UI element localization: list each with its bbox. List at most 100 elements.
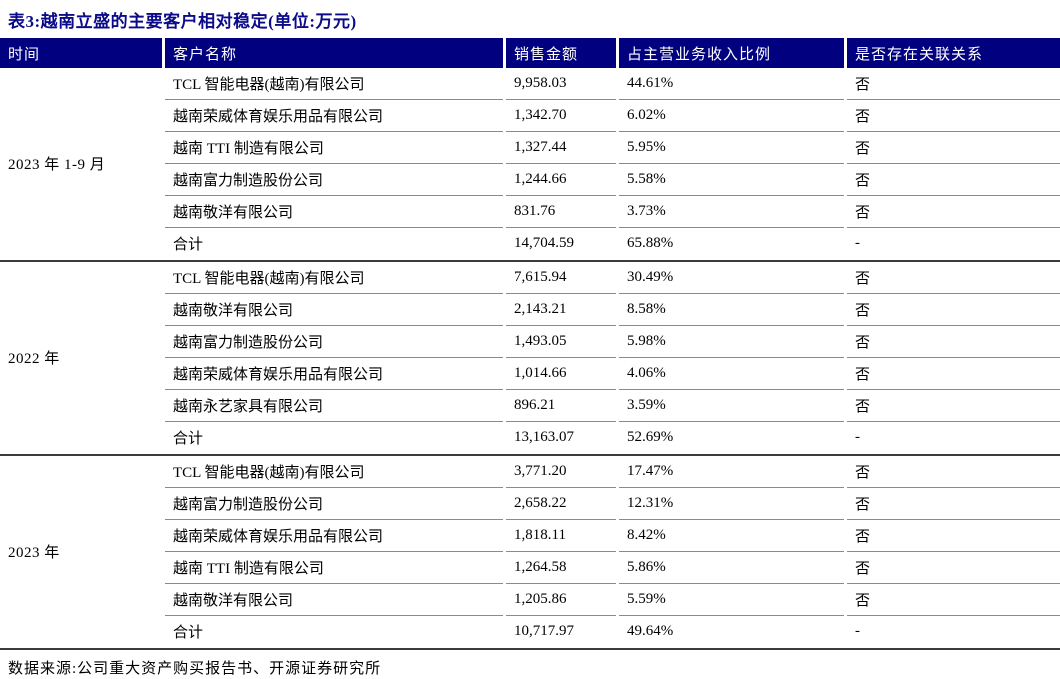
customer-cell: 越南荣威体育娱乐用品有限公司 — [165, 358, 503, 390]
separator-line — [0, 453, 1060, 456]
ratio-cell: 5.58% — [619, 164, 844, 196]
amount-cell: 1,014.66 — [506, 358, 616, 390]
separator-line — [0, 647, 1060, 650]
amount-cell: 7,615.94 — [506, 262, 616, 294]
customer-cell: 越南敬洋有限公司 — [165, 294, 503, 326]
customer-cell: 越南富力制造股份公司 — [165, 326, 503, 358]
amount-cell: 9,958.03 — [506, 68, 616, 100]
period-cell: 2022 年 — [8, 351, 60, 367]
group-separator — [0, 453, 1060, 456]
customer-cell: TCL 智能电器(越南)有限公司 — [165, 262, 503, 294]
amount-cell: 2,658.22 — [506, 488, 616, 520]
period-cell: 2023 年 — [8, 545, 60, 561]
table-row: 越南荣威体育娱乐用品有限公司 1,818.11 8.42% 否 — [0, 520, 1060, 552]
related-cell: 否 — [847, 326, 1060, 358]
table-row: 合计 10,717.97 49.64% - — [0, 616, 1060, 647]
related-cell: 否 — [847, 390, 1060, 422]
related-cell: 否 — [847, 196, 1060, 228]
customer-cell: 越南 TTI 制造有限公司 — [165, 552, 503, 584]
amount-cell: 3,771.20 — [506, 456, 616, 488]
customer-cell: TCL 智能电器(越南)有限公司 — [165, 456, 503, 488]
ratio-cell: 49.64% — [627, 623, 674, 639]
customer-cell: TCL 智能电器(越南)有限公司 — [165, 68, 503, 100]
table-row: 越南富力制造股份公司 1,244.66 5.58% 否 — [0, 164, 1060, 196]
customer-cell: 越南富力制造股份公司 — [165, 164, 503, 196]
separator-line — [0, 259, 1060, 262]
page-title: 表3:越南立盛的主要客户相对稳定(单位:万元) — [8, 12, 357, 31]
data-source-note: 数据来源:公司重大资产购买报告书、开源证券研究所 — [8, 661, 382, 677]
ratio-cell: 5.98% — [619, 326, 844, 358]
customer-cell: 越南荣威体育娱乐用品有限公司 — [165, 100, 503, 132]
customer-cell: 合计 — [173, 625, 204, 641]
amount-cell: 1,818.11 — [506, 520, 616, 552]
related-cell: 否 — [847, 294, 1060, 326]
amount-cell: 1,205.86 — [506, 584, 616, 616]
group-separator — [0, 259, 1060, 262]
amount-cell: 13,163.07 — [514, 429, 574, 445]
customer-cell: 合计 — [173, 431, 204, 447]
related-cell: 否 — [847, 456, 1060, 488]
table-row: 越南敬洋有限公司 831.76 3.73% 否 — [0, 196, 1060, 228]
table-row: 越南敬洋有限公司 2,143.21 8.58% 否 — [0, 294, 1060, 326]
amount-cell: 1,342.70 — [506, 100, 616, 132]
ratio-cell: 52.69% — [627, 429, 674, 445]
table-row: 2023 年 TCL 智能电器(越南)有限公司 3,771.20 17.47% 否 — [0, 456, 1060, 561]
related-cell: 否 — [847, 262, 1060, 294]
table-row: 越南荣威体育娱乐用品有限公司 1,342.70 6.02% 否 — [0, 100, 1060, 132]
table-row: 越南 TTI 制造有限公司 1,327.44 5.95% 否 — [0, 132, 1060, 164]
table-row: 2022 年 TCL 智能电器(越南)有限公司 7,615.94 30.49% 否 — [0, 262, 1060, 367]
table-row: 越南 TTI 制造有限公司 1,264.58 5.86% 否 — [0, 552, 1060, 584]
related-cell: 否 — [847, 100, 1060, 132]
ratio-cell: 12.31% — [619, 488, 844, 520]
amount-cell: 831.76 — [506, 196, 616, 228]
related-cell: - — [855, 235, 860, 251]
related-cell: 否 — [847, 358, 1060, 390]
table-row: 合计 13,163.07 52.69% - — [0, 422, 1060, 453]
ratio-cell: 44.61% — [619, 68, 844, 100]
related-cell: 否 — [847, 68, 1060, 100]
table-row: 越南荣威体育娱乐用品有限公司 1,014.66 4.06% 否 — [0, 358, 1060, 390]
customer-cell: 合计 — [173, 237, 204, 253]
amount-cell: 1,327.44 — [506, 132, 616, 164]
ratio-cell: 5.95% — [619, 132, 844, 164]
period-cell: 2023 年 1-9 月 — [8, 157, 106, 173]
ratio-cell: 6.02% — [619, 100, 844, 132]
column-header-ratio: 占主营业务收入比例 — [619, 38, 844, 68]
amount-cell: 1,264.58 — [506, 552, 616, 584]
table-row: 越南永艺家具有限公司 896.21 3.59% 否 — [0, 390, 1060, 422]
table-row: 2023 年 1-9 月 TCL 智能电器(越南)有限公司 9,958.03 44.6… — [0, 68, 1060, 173]
ratio-cell: 3.59% — [619, 390, 844, 422]
amount-cell: 14,704.59 — [514, 235, 574, 251]
related-cell: 否 — [847, 164, 1060, 196]
column-header-customer: 客户名称 — [165, 38, 503, 68]
amount-cell: 2,143.21 — [506, 294, 616, 326]
table-row: 越南敬洋有限公司 1,205.86 5.59% 否 — [0, 584, 1060, 616]
related-cell: 否 — [847, 488, 1060, 520]
table-row: 越南富力制造股份公司 2,658.22 12.31% 否 — [0, 488, 1060, 520]
amount-cell: 1,244.66 — [506, 164, 616, 196]
table-header-row: 时间 客户名称 销售金额 占主营业务收入比例 是否存在关联关系 — [0, 38, 1060, 68]
ratio-cell: 65.88% — [627, 235, 674, 251]
related-cell: 否 — [847, 584, 1060, 616]
column-header-amount: 销售金额 — [506, 38, 616, 68]
ratio-cell: 8.58% — [619, 294, 844, 326]
table-body: 2023 年 1-9 月 TCL 智能电器(越南)有限公司 9,958.03 44.6… — [0, 68, 1060, 650]
customer-cell: 越南 TTI 制造有限公司 — [165, 132, 503, 164]
amount-cell: 1,493.05 — [506, 326, 616, 358]
ratio-cell: 30.49% — [619, 262, 844, 294]
column-header-time: 时间 — [0, 38, 162, 68]
customer-cell: 越南永艺家具有限公司 — [165, 390, 503, 422]
customer-cell: 越南富力制造股份公司 — [165, 488, 503, 520]
ratio-cell: 5.86% — [619, 552, 844, 584]
related-cell: - — [855, 623, 860, 639]
ratio-cell: 8.42% — [619, 520, 844, 552]
column-header-related: 是否存在关联关系 — [847, 38, 1060, 68]
related-cell: - — [855, 429, 860, 445]
ratio-cell: 17.47% — [619, 456, 844, 488]
table-row: 合计 14,704.59 65.88% - — [0, 228, 1060, 259]
customer-cell: 越南荣威体育娱乐用品有限公司 — [165, 520, 503, 552]
customer-cell: 越南敬洋有限公司 — [165, 196, 503, 228]
ratio-cell: 3.73% — [619, 196, 844, 228]
related-cell: 否 — [847, 520, 1060, 552]
table-bottom-rule — [0, 647, 1060, 650]
